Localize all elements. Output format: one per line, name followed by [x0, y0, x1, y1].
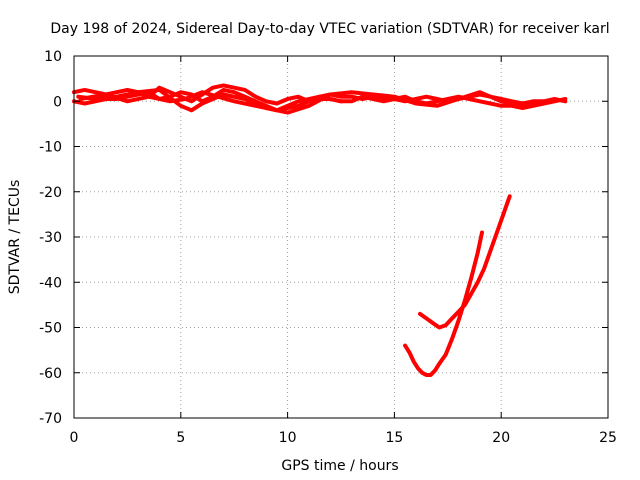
series-line-anomaly-track-2 — [418, 194, 512, 330]
series-line-satellite-track-3 — [76, 87, 546, 115]
x-tick-label: 25 — [599, 430, 617, 446]
y-tick-label: -10 — [39, 140, 62, 156]
y-tick-label: 0 — [53, 94, 62, 110]
axis-ticks: 0 5 10 15 20 25 10 0 -10 -20 -30 -40 -50 -60 -70 — [39, 49, 617, 446]
series-line-satellite-track-4 — [78, 90, 343, 113]
y-tick-label: -70 — [39, 411, 62, 427]
y-tick-label: -40 — [39, 275, 62, 291]
y-tick-label: -30 — [39, 230, 62, 246]
y-tick-label: -50 — [39, 321, 62, 337]
x-tick-label: 20 — [492, 430, 510, 446]
y-tick-label: -20 — [39, 185, 62, 201]
data-series — [72, 83, 568, 377]
x-tick-label: 15 — [385, 430, 403, 446]
x-tick-label: 10 — [279, 430, 297, 446]
x-tick-label: 5 — [176, 430, 185, 446]
y-tick-label: 10 — [44, 49, 62, 65]
chart-title: Day 198 of 2024, Sidereal Day-to-day VTE… — [50, 21, 609, 37]
y-tick-label: -60 — [39, 366, 62, 382]
y-axis-label: SDTVAR / TECUs — [7, 180, 23, 295]
x-axis-label: GPS time / hours — [281, 458, 398, 474]
series-line-anomaly-track-1 — [403, 230, 484, 377]
x-tick-label: 0 — [70, 430, 79, 446]
